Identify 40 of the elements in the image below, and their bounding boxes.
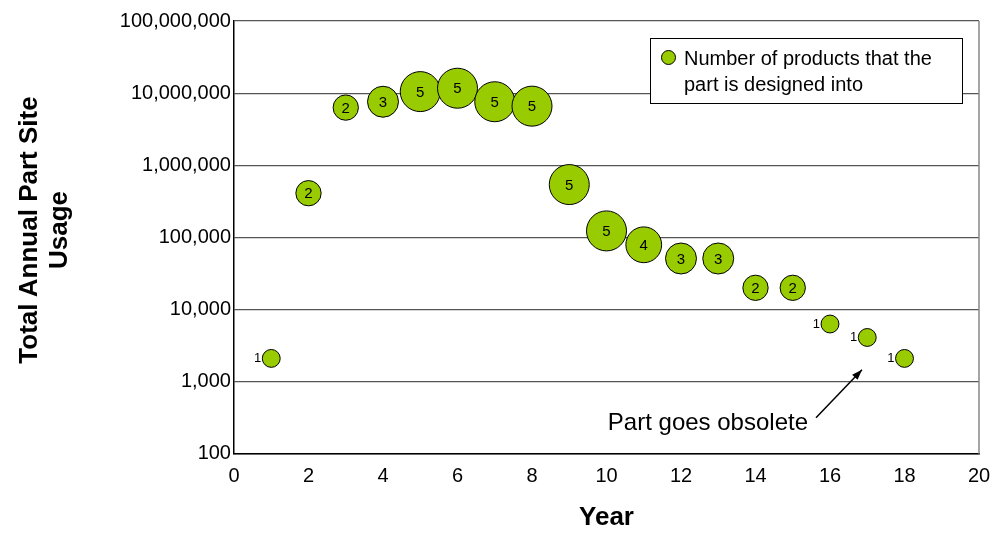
- x-tick-label: 16: [818, 464, 842, 487]
- x-tick-label: 14: [744, 464, 767, 487]
- data-label: 1: [887, 350, 895, 365]
- data-label: 2: [304, 184, 313, 202]
- data-label: 5: [453, 79, 462, 97]
- y-tick-label: 1,000,000: [142, 152, 231, 175]
- annotation: Part goes obsolete: [607, 408, 808, 436]
- x-tick-label: 6: [451, 464, 464, 487]
- x-tick-label: 0: [228, 464, 240, 487]
- y-tick-label: 100,000,000: [119, 8, 231, 31]
- y-tick-label: 10,000,000: [130, 80, 231, 103]
- y-tick-label: 100,000: [158, 224, 231, 247]
- data-label: 5: [527, 97, 537, 115]
- x-axis-title: Year: [579, 500, 634, 531]
- data-label: 5: [602, 222, 611, 240]
- data-label: 5: [565, 175, 574, 193]
- x-tick-label: 4: [377, 464, 389, 487]
- x-tick-label: 8: [526, 464, 538, 487]
- y-tick-label: 1,000: [180, 369, 231, 392]
- y-tick-label: 10,000: [169, 297, 231, 320]
- data-label: 3: [676, 249, 686, 267]
- data-label: 5: [490, 92, 499, 110]
- data-label: 3: [378, 92, 388, 110]
- data-label: 1: [812, 315, 821, 331]
- x-tick-label: 20: [967, 464, 991, 487]
- data-label: 4: [639, 235, 648, 253]
- data-label: 3: [714, 249, 723, 267]
- data-label: 2: [751, 278, 760, 296]
- legend-label: Number of products that the part is designed into: [684, 46, 933, 97]
- x-tick-label: 10: [595, 464, 618, 487]
- data-label: 2: [788, 278, 797, 296]
- data-label: 2: [341, 98, 350, 116]
- data-label: 1: [254, 350, 262, 365]
- data-label: 5: [416, 82, 425, 100]
- y-axis-title: Total Annual Part Site Usage: [13, 95, 73, 366]
- data-label: 1: [850, 329, 858, 345]
- x-tick-label: 12: [669, 464, 693, 487]
- x-tick-label: 18: [893, 464, 916, 487]
- y-tick-label: 100: [197, 441, 231, 464]
- x-tick-label: 2: [302, 464, 315, 487]
